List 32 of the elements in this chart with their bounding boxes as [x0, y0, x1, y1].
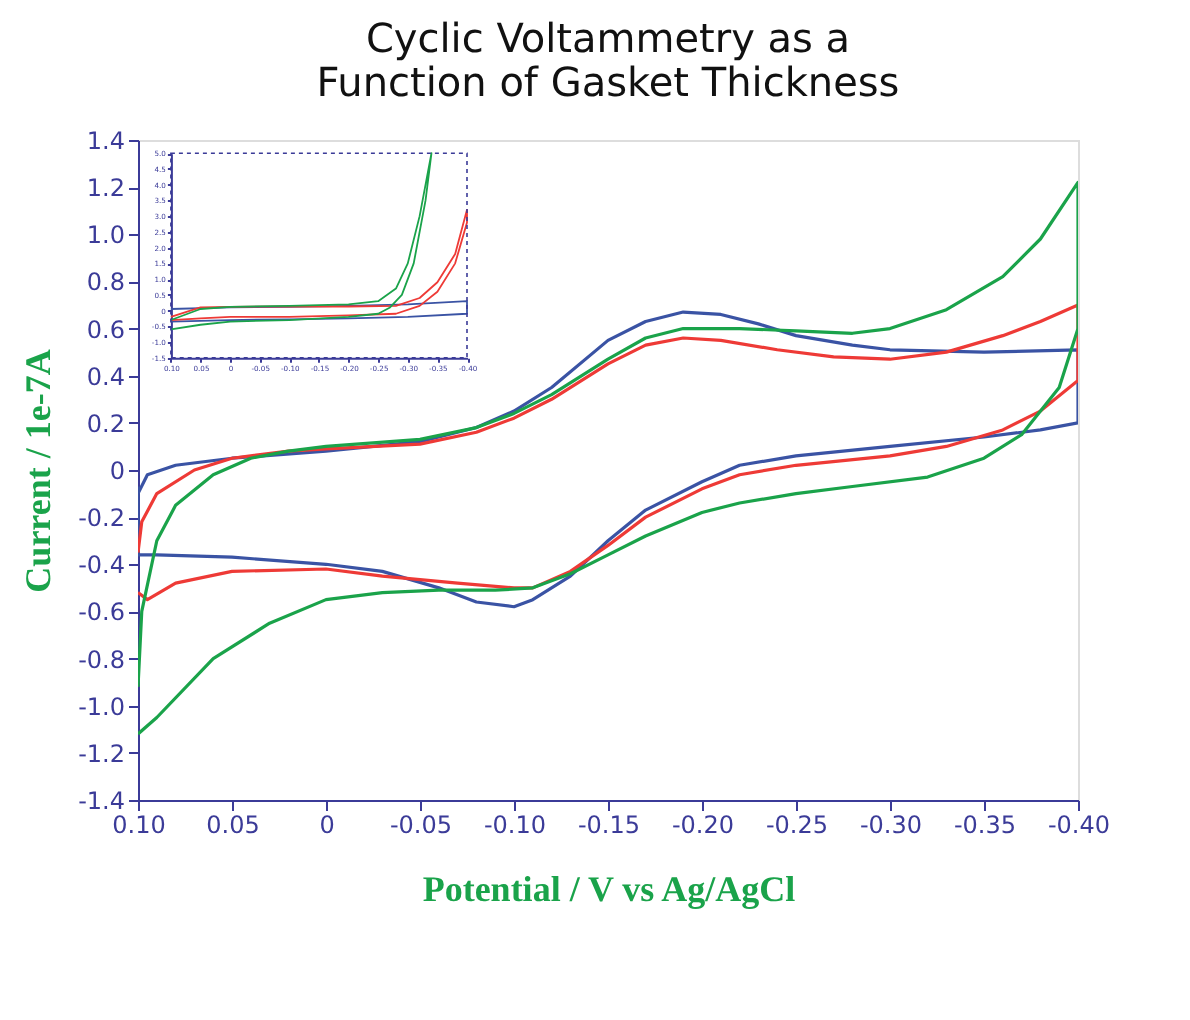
x-tick-label: 0.05 [206, 811, 260, 839]
y-tick-label: -0.2 [78, 504, 125, 533]
y-tick-label: -0.6 [78, 598, 125, 627]
y-tick-label: 0 [109, 457, 125, 485]
x-tick-label: -0.40 [1047, 811, 1111, 839]
x-tick-label: -0.05 [389, 811, 453, 839]
x-tick-label: -0.35 [953, 811, 1017, 839]
y-tick-label: 1.2 [86, 174, 125, 203]
x-tick-label: -0.30 [859, 811, 923, 839]
y-tick-label: 1.4 [86, 127, 125, 155]
line-series [170, 208, 468, 321]
y-tick-label: 1.0 [86, 221, 125, 250]
y-tick-label: 0.6 [86, 315, 125, 344]
y-tick-label: -1.2 [78, 739, 125, 768]
y-tick-label: 0.8 [86, 268, 125, 297]
y-tick-label: -0.8 [78, 645, 125, 674]
y-tick-label: 0.2 [86, 409, 125, 438]
x-axis-title: Potential / V vs Ag/AgCl [422, 869, 796, 909]
chart-title: Cyclic Voltammetry as a Function of Gasket Thickness [316, 14, 900, 106]
x-tick-label: 0.10 [112, 811, 166, 839]
line-series [170, 152, 433, 331]
line-series [138, 180, 1078, 736]
x-tick-label: -0.15 [577, 811, 641, 839]
x-tick-label: -0.25 [765, 811, 829, 839]
y-tick-label: -1.4 [78, 787, 125, 815]
y-tick-label: 0.4 [86, 362, 125, 391]
y-axis-title: Current / 1e-7A [18, 349, 59, 593]
x-tick-label: -0.10 [483, 811, 547, 839]
y-tick-label: -0.4 [78, 551, 125, 580]
y-tick-label: -1.0 [78, 692, 125, 721]
x-tick-label: 0 [319, 811, 335, 839]
x-tick-label: -0.20 [671, 811, 735, 839]
